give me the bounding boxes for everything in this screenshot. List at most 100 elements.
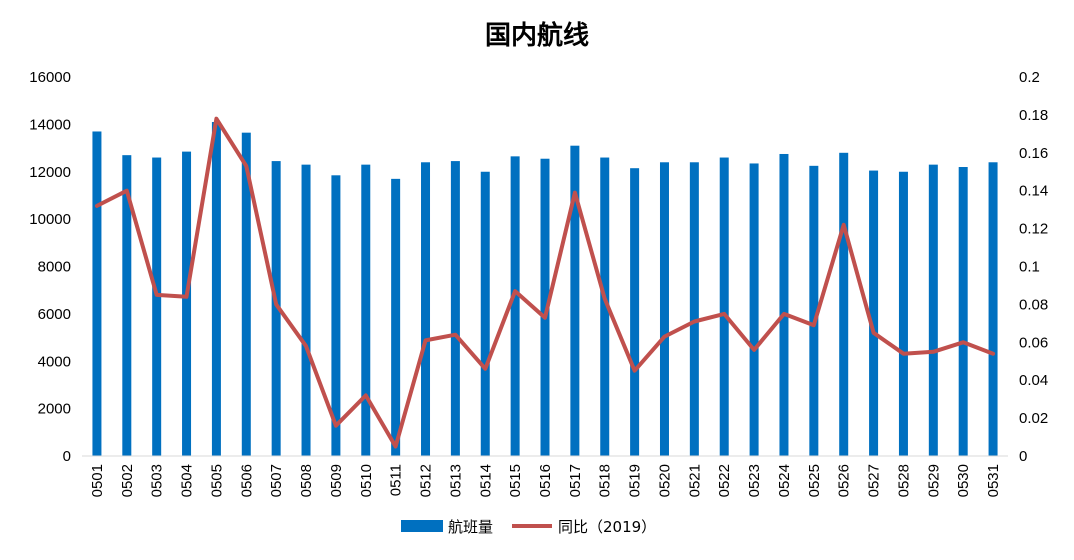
- legend-swatch-bar: [401, 520, 443, 532]
- y-left-tick-label: 12000: [29, 164, 71, 181]
- yoy-point-0507: [275, 303, 277, 305]
- y-right-tick-label: 0.16: [1019, 145, 1048, 162]
- y-left-tick-label: 6000: [38, 306, 71, 323]
- yoy-point-0506: [245, 165, 247, 167]
- yoy-point-0505: [215, 118, 217, 120]
- bar-0510: [361, 164, 371, 457]
- x-tick-label: 0508: [298, 464, 315, 497]
- bar-0501: [92, 131, 102, 456]
- yoy-point-0517: [574, 192, 576, 194]
- yoy-point-0531: [992, 353, 994, 355]
- bar-0531: [988, 162, 998, 456]
- x-tick-label: 0517: [567, 464, 584, 497]
- yoy-point-0527: [873, 332, 875, 334]
- bar-0529: [928, 164, 938, 457]
- x-tick-label: 0522: [716, 464, 733, 497]
- bar-0517: [570, 145, 580, 456]
- x-tick-label: 0503: [149, 464, 166, 497]
- x-tick-label: 0514: [477, 464, 494, 497]
- bar-0509: [331, 175, 341, 456]
- x-tick-label: 0504: [179, 464, 196, 497]
- bar-series: [92, 122, 998, 457]
- bar-0530: [958, 167, 968, 456]
- yoy-point-0502: [126, 190, 128, 192]
- legend: 航班量 同比（2019）: [401, 518, 656, 536]
- x-tick-label: 0525: [806, 464, 823, 497]
- y-left-tick-label: 4000: [38, 353, 71, 370]
- bar-0511: [391, 178, 401, 456]
- x-tick-label: 0528: [895, 464, 912, 497]
- bar-0507: [271, 161, 281, 456]
- yoy-point-0516: [544, 317, 546, 319]
- bar-0523: [749, 163, 759, 456]
- bar-0524: [779, 153, 789, 456]
- y-right-tick-label: 0.06: [1019, 334, 1048, 351]
- x-tick-label: 0511: [388, 464, 405, 496]
- x-tick-label: 0531: [985, 464, 1002, 497]
- yoy-point-0522: [723, 313, 725, 315]
- x-tick-label: 0526: [836, 464, 853, 497]
- x-tick-label: 0507: [268, 464, 285, 497]
- yoy-point-0509: [335, 425, 337, 427]
- y-axis-left: 0 2000 4000 6000 8000 10000 12000 14000 16000: [29, 69, 71, 465]
- yoy-point-0529: [932, 351, 934, 353]
- yoy-point-0524: [783, 313, 785, 315]
- y-right-tick-label: 0.02: [1019, 410, 1048, 427]
- legend-label-line: 同比（2019）: [558, 518, 656, 536]
- yoy-point-0518: [604, 298, 606, 300]
- x-tick-label: 0509: [328, 464, 345, 497]
- yoy-point-0514: [484, 368, 486, 370]
- yoy-point-0512: [425, 339, 427, 341]
- yoy-point-0508: [305, 345, 307, 347]
- yoy-point-0525: [813, 324, 815, 326]
- x-tick-label: 0519: [627, 464, 644, 497]
- x-tick-label: 0512: [418, 464, 435, 497]
- x-tick-label: 0506: [238, 464, 255, 497]
- x-tick-label: 0516: [537, 464, 554, 497]
- x-tick-label: 0524: [776, 464, 793, 497]
- x-tick-label: 0527: [866, 464, 883, 497]
- bar-0513: [450, 161, 460, 456]
- bar-0519: [630, 168, 640, 456]
- yoy-point-0523: [753, 349, 755, 351]
- yoy-point-0501: [96, 205, 98, 207]
- x-tick-label: 0501: [89, 464, 106, 497]
- y-left-tick-label: 10000: [29, 211, 71, 228]
- yoy-point-0515: [514, 290, 516, 292]
- yoy-point-0530: [962, 341, 964, 343]
- bar-0506: [241, 132, 251, 456]
- bar-0516: [540, 158, 550, 457]
- bar-0521: [689, 162, 699, 456]
- yoy-point-0504: [186, 296, 188, 298]
- bar-0527: [869, 170, 879, 457]
- x-tick-label: 0521: [686, 464, 703, 497]
- bar-0522: [719, 157, 729, 456]
- yoy-point-0521: [693, 320, 695, 322]
- bar-0502: [122, 155, 132, 456]
- y-axis-right: 0 0.02 0.04 0.06 0.08 0.1 0.12 0.14 0.16 0.18 0.2: [1019, 69, 1048, 465]
- bar-0515: [510, 156, 520, 456]
- yoy-point-0519: [634, 370, 636, 372]
- bar-0508: [301, 164, 311, 457]
- x-tick-label: 0515: [507, 464, 524, 497]
- x-tick-label: 0530: [955, 464, 972, 497]
- y-right-tick-label: 0.2: [1019, 69, 1040, 86]
- bar-0525: [809, 165, 819, 456]
- y-right-tick-label: 0.1: [1019, 259, 1040, 276]
- bar-0512: [421, 162, 431, 456]
- y-right-tick-label: 0.14: [1019, 183, 1048, 200]
- bar-0528: [898, 171, 908, 456]
- bar-0504: [182, 151, 192, 456]
- x-axis: 0501 0502 0503 0504 0505 0506 0507 0508 0509 0510…: [89, 464, 1002, 497]
- x-tick-label: 0520: [656, 464, 673, 497]
- bar-0503: [152, 157, 162, 456]
- yoy-point-0513: [454, 334, 456, 336]
- x-tick-label: 0513: [447, 464, 464, 497]
- bar-0514: [480, 171, 490, 456]
- chart-title: 国内航线: [485, 20, 589, 51]
- y-left-tick-label: 16000: [29, 69, 71, 86]
- y-left-tick-label: 8000: [38, 259, 71, 276]
- y-right-tick-label: 0.12: [1019, 221, 1048, 238]
- y-right-tick-label: 0.18: [1019, 107, 1048, 124]
